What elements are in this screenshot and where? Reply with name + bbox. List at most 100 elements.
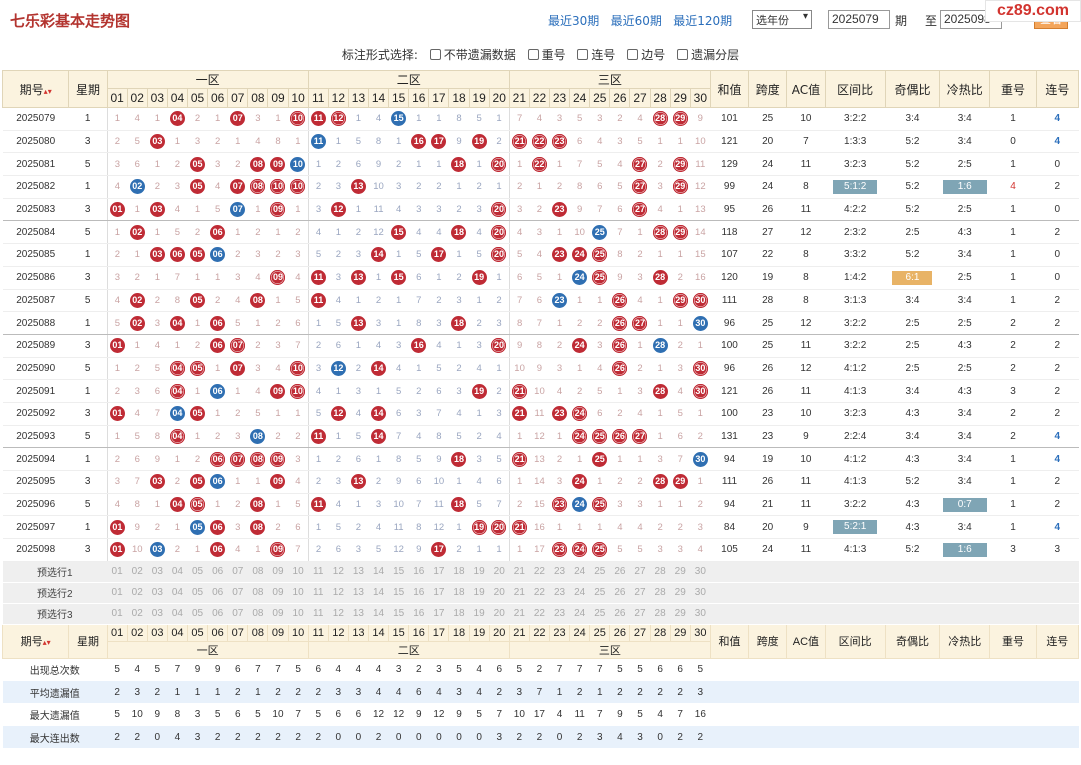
preselect-number[interactable]: 04 bbox=[167, 603, 188, 625]
preselect-number[interactable]: 25 bbox=[589, 603, 610, 625]
preselect-number[interactable]: 27 bbox=[629, 603, 651, 625]
preselect-number[interactable]: 09 bbox=[267, 561, 289, 583]
preselect-number[interactable]: 23 bbox=[549, 582, 570, 604]
preselect-number[interactable]: 14 bbox=[368, 603, 389, 625]
preselect-number[interactable]: 18 bbox=[448, 561, 470, 583]
preselect-number[interactable]: 24 bbox=[569, 582, 590, 604]
preselect-number[interactable]: 12 bbox=[328, 603, 349, 625]
preselect-number[interactable]: 29 bbox=[670, 603, 691, 625]
option-no-miss-data[interactable]: 不带遗漏数据 bbox=[429, 46, 516, 63]
preselect-number[interactable]: 25 bbox=[589, 582, 610, 604]
preselect-number[interactable]: 11 bbox=[308, 582, 329, 604]
col-issue-header[interactable]: 期号▴▾ bbox=[1, 70, 70, 108]
preselect-number[interactable]: 13 bbox=[348, 561, 369, 583]
preselect-number[interactable]: 01 bbox=[107, 582, 128, 604]
preselect-number[interactable]: 22 bbox=[529, 582, 550, 604]
link-recent-120[interactable]: 最近120期 bbox=[673, 14, 733, 28]
option-repeat[interactable]: 重号 bbox=[527, 46, 566, 63]
preselect-number[interactable]: 05 bbox=[187, 561, 208, 583]
preselect-number[interactable]: 12 bbox=[328, 582, 349, 604]
preselect-number[interactable]: 06 bbox=[207, 603, 228, 625]
preselect-number[interactable]: 30 bbox=[690, 603, 711, 625]
footer-issue-header[interactable]: 期号▴▾ bbox=[1, 623, 70, 659]
preselect-number[interactable]: 17 bbox=[428, 561, 449, 583]
preselect-number[interactable]: 04 bbox=[167, 561, 188, 583]
preselect-number[interactable]: 22 bbox=[529, 603, 550, 625]
preselect-number[interactable]: 19 bbox=[469, 603, 490, 625]
preselect-number[interactable]: 08 bbox=[247, 582, 268, 604]
preselect-number[interactable]: 05 bbox=[187, 582, 208, 604]
preselect-number[interactable]: 29 bbox=[670, 582, 691, 604]
preselect-number[interactable]: 16 bbox=[408, 603, 429, 625]
preselect-number[interactable]: 10 bbox=[288, 603, 309, 625]
preselect-number[interactable]: 29 bbox=[670, 561, 691, 583]
preselect-number[interactable]: 26 bbox=[609, 561, 630, 583]
preselect-number[interactable]: 01 bbox=[107, 561, 128, 583]
sort-arrows-icon[interactable]: ▴▾ bbox=[42, 638, 51, 648]
link-recent-60[interactable]: 最近60期 bbox=[610, 14, 662, 28]
preselect-number[interactable]: 07 bbox=[227, 603, 248, 625]
preselect-number[interactable]: 26 bbox=[609, 603, 630, 625]
checkbox[interactable] bbox=[677, 49, 689, 60]
preselect-number[interactable]: 20 bbox=[489, 561, 510, 583]
preselect-number[interactable]: 27 bbox=[629, 561, 651, 583]
preselect-number[interactable]: 26 bbox=[609, 582, 630, 604]
option-edge[interactable]: 边号 bbox=[627, 46, 665, 63]
preselect-number[interactable]: 15 bbox=[388, 582, 409, 604]
preselect-number[interactable]: 08 bbox=[247, 603, 268, 625]
preselect-number[interactable]: 20 bbox=[489, 582, 510, 604]
preselect-number[interactable]: 28 bbox=[650, 582, 671, 604]
preselect-number[interactable]: 01 bbox=[107, 603, 128, 625]
preselect-number[interactable]: 28 bbox=[650, 561, 671, 583]
preselect-number[interactable]: 11 bbox=[308, 561, 329, 583]
preselect-number[interactable]: 13 bbox=[348, 603, 369, 625]
preselect-number[interactable]: 17 bbox=[428, 603, 449, 625]
preselect-number[interactable]: 21 bbox=[509, 603, 530, 625]
preselect-number[interactable]: 30 bbox=[690, 561, 711, 583]
preselect-number[interactable]: 18 bbox=[448, 603, 470, 625]
year-select[interactable]: 选年份 ▾ bbox=[752, 10, 812, 29]
preselect-number[interactable]: 14 bbox=[368, 582, 389, 604]
preselect-number[interactable]: 10 bbox=[288, 582, 309, 604]
option-consecutive[interactable]: 连号 bbox=[577, 46, 615, 63]
sort-arrows-icon[interactable]: ▴▾ bbox=[43, 86, 52, 96]
preselect-number[interactable]: 18 bbox=[448, 582, 470, 604]
preselect-number[interactable]: 24 bbox=[569, 603, 590, 625]
preselect-number[interactable]: 04 bbox=[167, 582, 188, 604]
preselect-number[interactable]: 19 bbox=[469, 582, 490, 604]
preselect-number[interactable]: 03 bbox=[147, 561, 168, 583]
checkbox[interactable] bbox=[429, 49, 441, 60]
preselect-number[interactable]: 03 bbox=[147, 603, 168, 625]
preselect-number[interactable]: 19 bbox=[469, 561, 490, 583]
preselect-number[interactable]: 13 bbox=[348, 582, 369, 604]
preselect-number[interactable]: 07 bbox=[227, 561, 248, 583]
preselect-number[interactable]: 08 bbox=[247, 561, 268, 583]
checkbox[interactable] bbox=[577, 49, 589, 60]
preselect-number[interactable]: 21 bbox=[509, 561, 530, 583]
preselect-number[interactable]: 23 bbox=[549, 561, 570, 583]
preselect-number[interactable]: 16 bbox=[408, 561, 429, 583]
preselect-number[interactable]: 02 bbox=[127, 561, 148, 583]
preselect-number[interactable]: 03 bbox=[147, 582, 168, 604]
preselect-number[interactable]: 06 bbox=[207, 582, 228, 604]
from-issue-input[interactable]: 2025079 bbox=[828, 10, 890, 29]
preselect-number[interactable]: 24 bbox=[569, 561, 590, 583]
preselect-number[interactable]: 16 bbox=[408, 582, 429, 604]
preselect-number[interactable]: 27 bbox=[629, 582, 651, 604]
preselect-number[interactable]: 20 bbox=[489, 603, 510, 625]
preselect-number[interactable]: 06 bbox=[207, 561, 228, 583]
preselect-number[interactable]: 21 bbox=[509, 582, 530, 604]
preselect-number[interactable]: 07 bbox=[227, 582, 248, 604]
option-miss-layer[interactable]: 遗漏分层 bbox=[677, 46, 739, 63]
preselect-number[interactable]: 22 bbox=[529, 561, 550, 583]
checkbox[interactable] bbox=[627, 49, 639, 60]
preselect-number[interactable]: 23 bbox=[549, 603, 570, 625]
preselect-number[interactable]: 17 bbox=[428, 582, 449, 604]
preselect-number[interactable]: 14 bbox=[368, 561, 389, 583]
preselect-number[interactable]: 30 bbox=[690, 582, 711, 604]
preselect-number[interactable]: 10 bbox=[288, 561, 309, 583]
preselect-number[interactable]: 28 bbox=[650, 603, 671, 625]
preselect-number[interactable]: 09 bbox=[267, 582, 289, 604]
preselect-number[interactable]: 15 bbox=[388, 603, 409, 625]
preselect-number[interactable]: 05 bbox=[187, 603, 208, 625]
